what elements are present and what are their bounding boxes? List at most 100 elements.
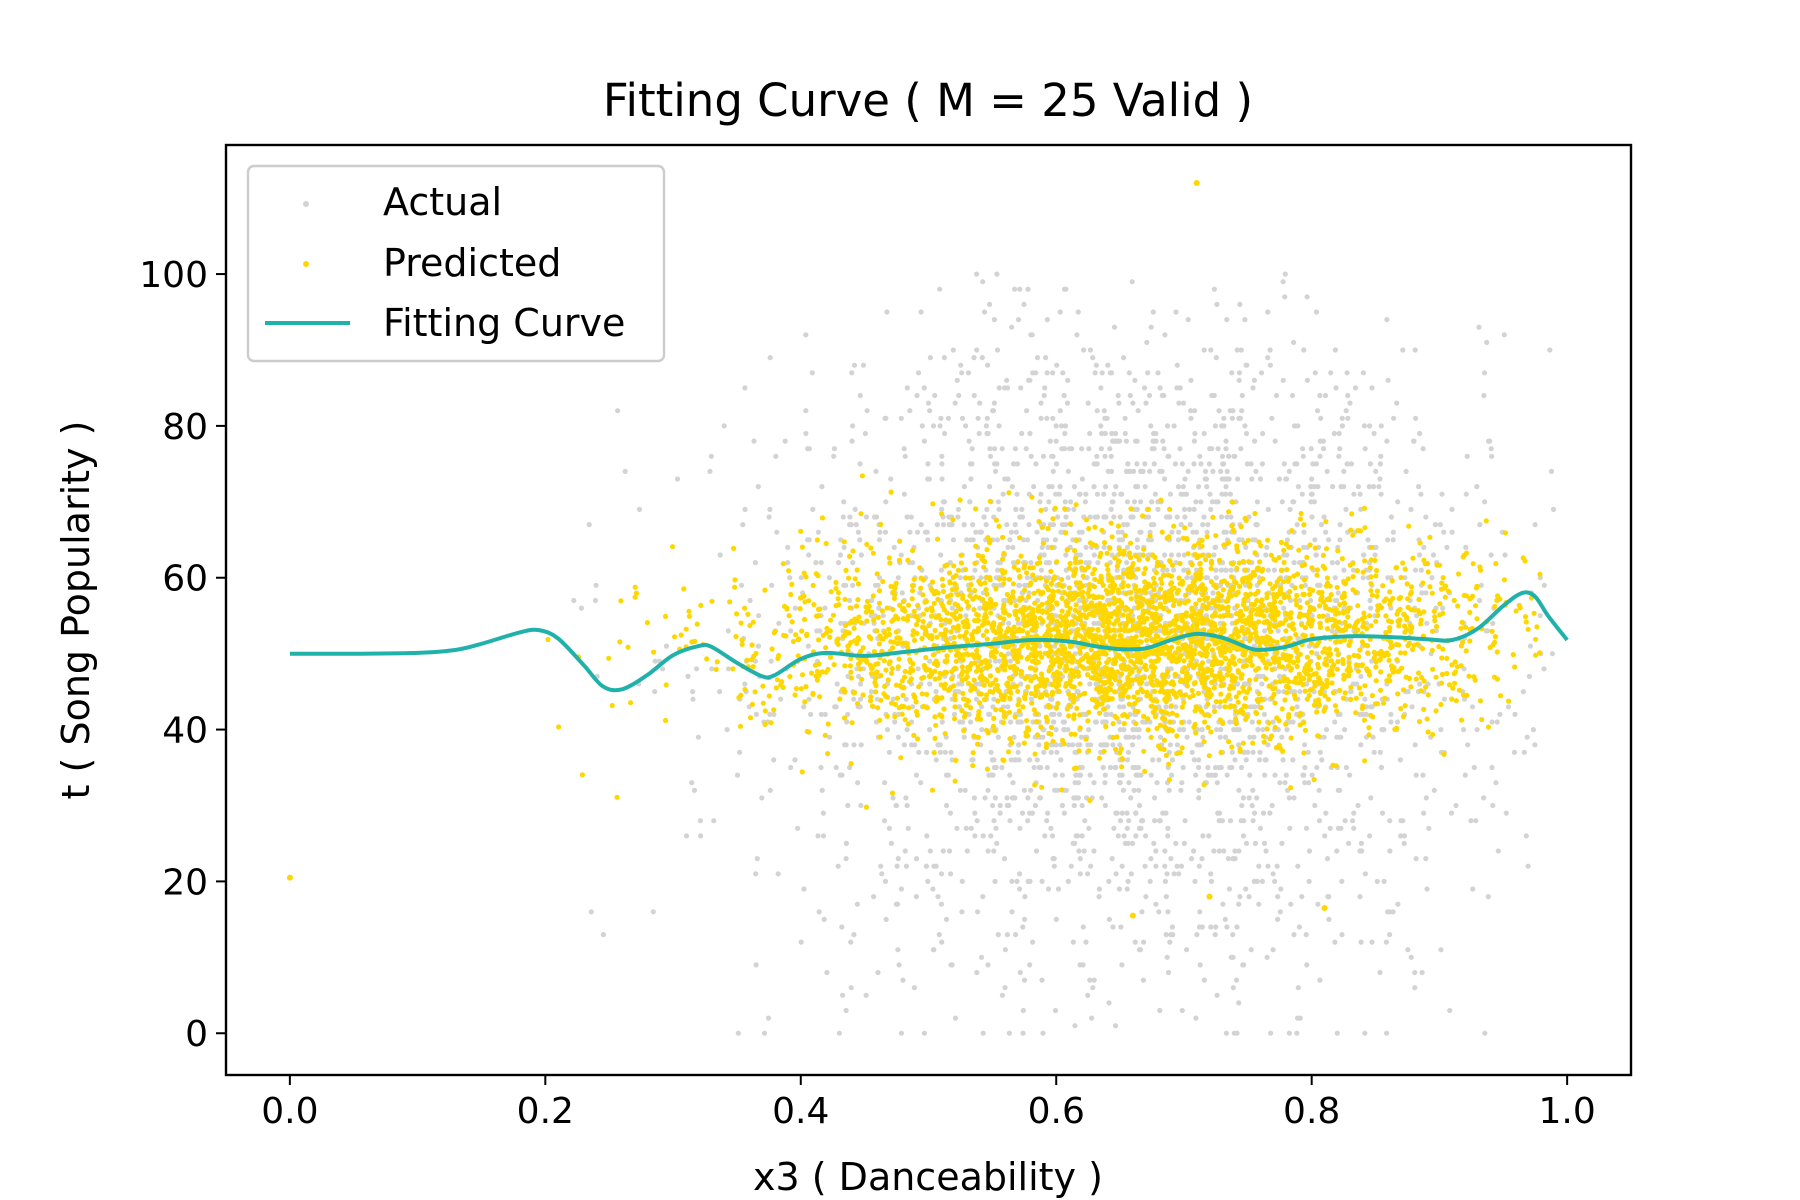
actual-point: [1051, 719, 1057, 725]
actual-point: [1227, 818, 1234, 824]
actual-point: [1200, 522, 1206, 528]
predicted-point: [1429, 590, 1435, 596]
actual-point: [1079, 833, 1085, 839]
actual-point: [1444, 544, 1450, 551]
actual-point: [946, 514, 952, 520]
actual-point: [1277, 909, 1283, 915]
actual-point: [1377, 461, 1383, 467]
actual-point: [1148, 324, 1154, 330]
actual-point: [1162, 863, 1168, 869]
actual-point: [803, 332, 809, 338]
actual-point: [1215, 446, 1221, 452]
predicted-point: [1239, 618, 1245, 624]
actual-point: [927, 408, 933, 414]
actual-point: [652, 658, 658, 664]
actual-point: [1061, 719, 1068, 725]
actual-point: [1278, 886, 1284, 892]
predicted-point: [1031, 590, 1037, 596]
actual-point: [1166, 787, 1172, 793]
predicted-point: [1467, 609, 1473, 616]
predicted-point: [1290, 621, 1296, 627]
actual-point: [1116, 400, 1122, 406]
actual-point: [1229, 764, 1235, 771]
actual-point: [1022, 894, 1028, 900]
actual-point: [1073, 833, 1079, 839]
actual-point: [987, 484, 993, 490]
predicted-point: [1177, 581, 1183, 587]
predicted-point: [1413, 676, 1419, 682]
actual-point: [997, 802, 1003, 809]
predicted-point: [1045, 628, 1051, 634]
predicted-point: [769, 646, 775, 652]
actual-point: [876, 537, 883, 543]
actual-point: [809, 370, 815, 376]
predicted-point: [773, 685, 780, 691]
predicted-point: [1034, 719, 1040, 725]
actual-point: [1028, 560, 1034, 566]
actual-point: [1152, 491, 1158, 497]
actual-point: [1072, 749, 1078, 755]
actual-point: [1424, 886, 1430, 892]
actual-point: [1368, 795, 1374, 801]
actual-point: [1363, 711, 1369, 718]
actual-point: [1096, 886, 1102, 892]
actual-point: [1030, 939, 1036, 945]
actual-point: [1204, 529, 1210, 535]
predicted-point: [1213, 699, 1219, 705]
actual-point: [1186, 719, 1192, 725]
predicted-point: [930, 652, 936, 658]
actual-point: [971, 795, 978, 801]
actual-point: [851, 696, 857, 702]
actual-point: [1173, 704, 1179, 710]
actual-point: [971, 355, 977, 361]
actual-point: [968, 476, 974, 482]
actual-point: [1301, 529, 1307, 535]
actual-point: [1013, 932, 1019, 938]
predicted-point: [955, 623, 961, 629]
actual-point: [1143, 400, 1149, 406]
actual-point: [1092, 370, 1098, 376]
actual-point: [1453, 802, 1459, 809]
actual-point: [1275, 628, 1281, 634]
actual-point: [877, 529, 883, 535]
predicted-point: [931, 600, 937, 607]
actual-point: [1091, 552, 1097, 558]
actual-point: [1050, 370, 1056, 376]
actual-point: [1124, 757, 1131, 763]
actual-point: [990, 408, 996, 414]
predicted-point: [846, 553, 853, 560]
actual-point: [1040, 453, 1047, 459]
actual-point: [1230, 932, 1236, 938]
actual-point: [1408, 506, 1414, 512]
actual-point: [1347, 772, 1353, 778]
actual-point: [1291, 339, 1297, 345]
actual-point: [1059, 802, 1065, 809]
actual-point: [1391, 415, 1397, 421]
actual-point: [1359, 711, 1365, 718]
actual-point: [921, 1030, 928, 1036]
predicted-point: [1334, 708, 1340, 714]
predicted-point: [683, 626, 689, 632]
predicted-point: [892, 714, 898, 720]
actual-point: [1017, 582, 1023, 588]
actual-point: [1017, 825, 1023, 831]
actual-point: [1020, 924, 1026, 930]
predicted-point: [977, 700, 983, 706]
actual-point: [1342, 818, 1348, 824]
actual-point: [1282, 780, 1288, 786]
actual-point: [1029, 332, 1035, 338]
actual-point: [1237, 415, 1244, 421]
actual-point: [1013, 506, 1019, 512]
predicted-point: [926, 622, 932, 629]
predicted-point: [1167, 506, 1173, 512]
actual-point: [992, 795, 999, 801]
actual-point: [1005, 704, 1011, 710]
predicted-point: [1159, 529, 1165, 535]
actual-point: [1214, 992, 1220, 998]
actual-point: [1110, 924, 1116, 930]
actual-point: [1046, 499, 1052, 505]
predicted-point: [1302, 688, 1308, 694]
predicted-point: [1029, 700, 1035, 706]
actual-point: [1176, 552, 1182, 558]
actual-point: [1061, 286, 1068, 292]
